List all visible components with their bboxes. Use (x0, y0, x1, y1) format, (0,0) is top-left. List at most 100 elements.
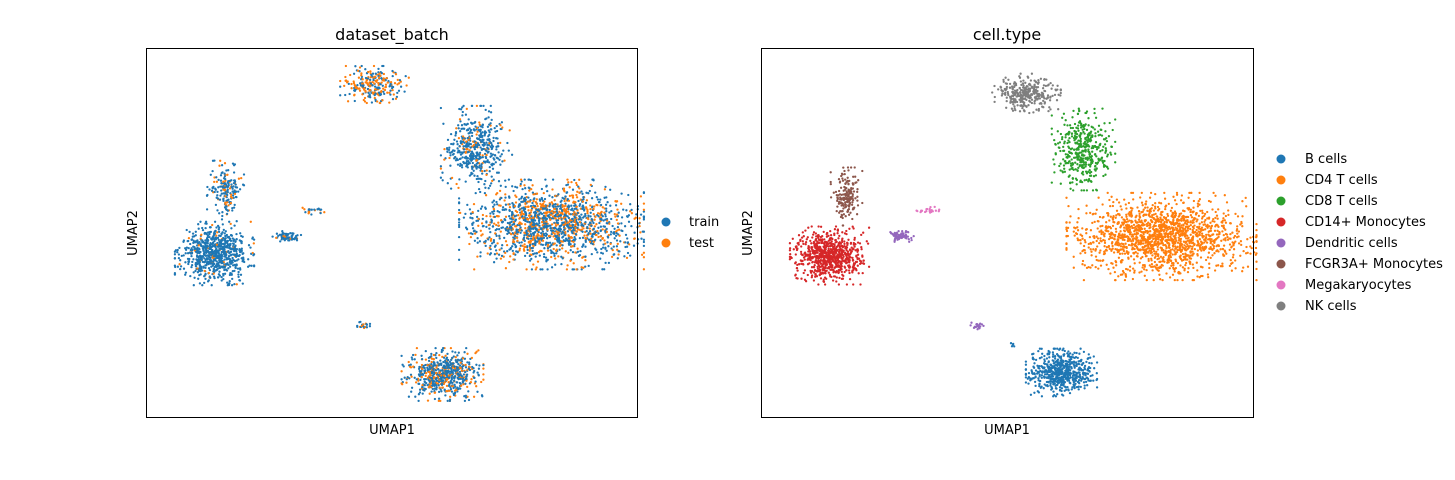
scatter-point-train (457, 377, 460, 381)
scatter-point-test (625, 256, 629, 260)
scatter-point-train (191, 232, 195, 235)
scatter-point-test (530, 253, 533, 256)
scatter-point-test (560, 240, 563, 243)
scatter-point-train (564, 237, 568, 240)
scatter-point-train (483, 191, 487, 195)
scatter-point-train (468, 127, 471, 130)
scatter-point-test (364, 81, 367, 84)
scatter-point-train (486, 143, 489, 146)
scatter-point-test (376, 78, 379, 82)
scatter-point-test (491, 179, 494, 183)
scatter-point-train (492, 239, 496, 242)
scatter-point-train (212, 270, 215, 273)
scatter-point-test (616, 222, 620, 225)
scatter-point-train (553, 254, 556, 258)
scatter-point-train (527, 237, 530, 241)
scatter-point-test (499, 124, 502, 127)
scatter-point-train (197, 223, 200, 226)
scatter-point-train (223, 243, 226, 246)
scatter-point-train (213, 276, 216, 280)
scatter-point-train (592, 228, 595, 231)
scatter-point-train (391, 69, 394, 73)
scatter-point-train (454, 351, 457, 354)
scatter-point-test (525, 268, 528, 271)
scatter-point-train (432, 379, 435, 383)
scatter-point-train (221, 223, 224, 226)
scatter-point-train (569, 249, 572, 252)
scatter-point-train (512, 189, 515, 193)
scatter-point-train (594, 247, 597, 250)
scatter-point-test (367, 70, 370, 74)
scatter-point-test (598, 212, 602, 215)
legend-item-train: train (661, 215, 719, 230)
scatter-point-test (433, 391, 437, 394)
scatter-point-train (615, 231, 618, 235)
scatter-point-train (451, 371, 454, 374)
scatter-point-test (405, 381, 408, 384)
scatter-point-cd4-t-cells (1190, 216, 1194, 219)
scatter-point-train (377, 67, 380, 71)
scatter-point-train (241, 282, 244, 285)
scatter-point-train (299, 233, 303, 237)
scatter-point-test (424, 374, 427, 378)
scatter-point-train (537, 209, 540, 212)
scatter-point-test (620, 202, 623, 205)
scatter-point-train (571, 226, 574, 229)
scatter-point-train (211, 159, 215, 162)
scatter-point-test (451, 366, 455, 369)
scatter-point-test (466, 352, 469, 355)
scatter-point-train (515, 228, 518, 231)
scatter-point-train (452, 376, 456, 379)
scatter-point-train (407, 395, 411, 398)
scatter-point-train (427, 359, 431, 363)
scatter-point-train (220, 189, 223, 192)
scatter-point-test (521, 212, 525, 216)
scatter-point-test (585, 199, 589, 202)
scatter-point-train (192, 241, 196, 244)
scatter-point-test (386, 91, 389, 94)
scatter-point-test (228, 187, 232, 190)
scatter-point-train (215, 260, 218, 263)
scatter-point-train (229, 239, 233, 243)
scatter-point-train (467, 145, 470, 148)
scatter-point-train (463, 399, 467, 403)
scatter-point-test (553, 211, 556, 214)
scatter-point-train (615, 239, 619, 242)
scatter-point-train (476, 241, 479, 244)
scatter-point-train (502, 149, 505, 152)
scatter-point-test (512, 252, 515, 256)
scatter-point-train (459, 130, 462, 133)
scatter-point-train (497, 180, 501, 183)
scatter-point-cd4-t-cells (1189, 223, 1192, 227)
scatter-point-train (424, 377, 428, 381)
scatter-point-test (567, 181, 570, 184)
scatter-point-train (596, 198, 600, 201)
scatter-point-fcgr3a-monocytes (853, 166, 856, 169)
scatter-point-train (532, 224, 536, 227)
scatter-point-cd4-t-cells (1125, 215, 1128, 218)
scatter-point-train (582, 206, 585, 209)
scatter-point-train (473, 140, 476, 143)
scatter-point-test (465, 107, 468, 111)
scatter-point-train (491, 201, 494, 204)
scatter-point-train (551, 178, 555, 181)
scatter-point-train (476, 174, 479, 178)
scatter-point-test (528, 249, 531, 252)
scatter-point-test (430, 360, 433, 364)
scatter-point-train (442, 366, 445, 369)
scatter-point-train (456, 366, 459, 369)
scatter-point-train (495, 145, 498, 149)
scatter-point-test (385, 76, 388, 80)
scatter-point-test (639, 231, 642, 234)
scatter-point-train (430, 352, 433, 356)
scatter-point-train (471, 232, 474, 236)
scatter-point-test (358, 87, 361, 90)
scatter-point-train (549, 229, 553, 232)
scatter-point-train (563, 233, 566, 236)
scatter-point-train (192, 245, 195, 248)
scatter-point-train (228, 220, 231, 223)
scatter-point-test (514, 201, 518, 204)
scatter-point-train (546, 208, 549, 211)
scatter-point-train (490, 141, 493, 145)
scatter-point-test (597, 235, 600, 239)
